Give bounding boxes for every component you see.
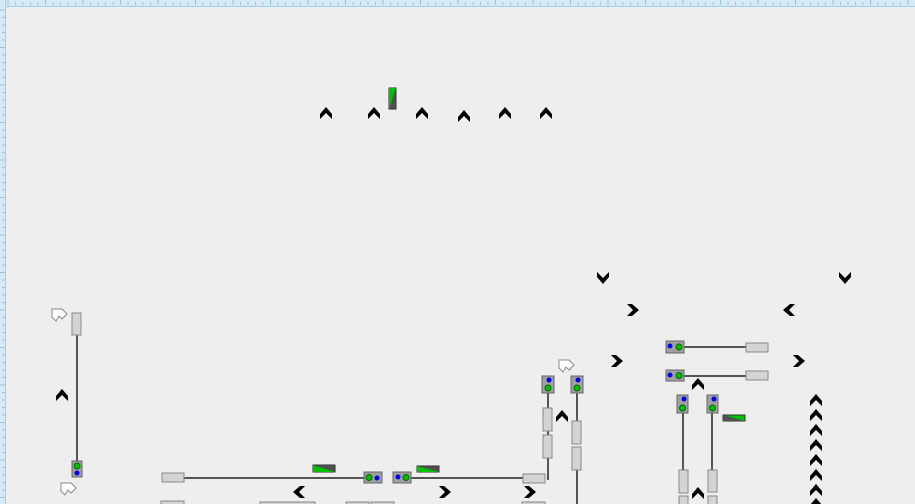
track-block[interactable] <box>707 469 718 493</box>
signal-icon[interactable] <box>570 375 584 394</box>
horizontal-ruler <box>0 0 915 7</box>
chevron-left-icon[interactable] <box>293 486 305 498</box>
track-block[interactable] <box>571 420 582 445</box>
track-block[interactable] <box>345 501 370 504</box>
signal-icon[interactable] <box>665 369 685 382</box>
chevron-right-icon[interactable] <box>439 486 451 498</box>
chevron-down-icon[interactable] <box>597 272 609 284</box>
chevron-right-icon[interactable] <box>793 355 805 367</box>
chevron-up-icon[interactable] <box>458 110 470 122</box>
chevron-up-icon[interactable] <box>692 487 704 499</box>
chevron-up-icon[interactable] <box>810 454 822 466</box>
chevron-up-icon[interactable] <box>320 107 332 119</box>
indicator-icon[interactable] <box>312 464 336 473</box>
signal-icon[interactable] <box>665 340 685 354</box>
chevron-up-icon[interactable] <box>556 410 568 422</box>
tracks <box>76 335 746 504</box>
direction-chevrons[interactable] <box>56 107 851 504</box>
track-block[interactable] <box>678 469 689 494</box>
chevron-up-icon[interactable] <box>810 439 822 451</box>
chevron-up-icon[interactable] <box>810 409 822 421</box>
chevron-up-icon[interactable] <box>692 378 704 390</box>
signal-icon[interactable] <box>541 375 555 394</box>
track-block[interactable] <box>259 501 316 504</box>
signals[interactable] <box>71 340 719 484</box>
chevron-up-icon[interactable] <box>416 107 428 119</box>
indicator-icon[interactable] <box>722 414 746 422</box>
signal-icon[interactable] <box>706 394 719 414</box>
chevron-right-icon[interactable] <box>524 486 536 498</box>
chevron-up-icon[interactable] <box>810 484 822 496</box>
chevron-up-icon[interactable] <box>810 394 822 406</box>
indicator-icon[interactable] <box>388 87 397 110</box>
track-block[interactable] <box>370 501 395 504</box>
track-blocks[interactable] <box>71 312 769 504</box>
route-arrow-icon[interactable] <box>51 308 68 322</box>
chevron-up-icon[interactable] <box>810 469 822 481</box>
chevron-up-icon[interactable] <box>810 498 822 504</box>
chevron-up-icon[interactable] <box>540 107 552 119</box>
track-block[interactable] <box>542 407 553 432</box>
signal-icon[interactable] <box>676 394 689 414</box>
route-arrow-icon[interactable] <box>60 482 77 496</box>
track-block[interactable] <box>745 370 769 381</box>
track-block[interactable] <box>745 342 769 353</box>
signal-icon[interactable] <box>363 471 383 484</box>
chevron-down-icon[interactable] <box>839 272 851 284</box>
track-block[interactable] <box>521 501 546 504</box>
track-block[interactable] <box>571 446 582 471</box>
vertical-ruler <box>0 0 6 504</box>
track-block[interactable] <box>542 434 553 459</box>
signal-icon[interactable] <box>392 471 412 484</box>
track-block[interactable] <box>522 473 546 484</box>
route-arrow-icon[interactable] <box>558 359 575 373</box>
track-block[interactable] <box>160 500 185 504</box>
chevron-up-icon[interactable] <box>810 424 822 436</box>
chevron-up-icon[interactable] <box>499 107 511 119</box>
indicators[interactable] <box>312 87 746 473</box>
chevron-left-icon[interactable] <box>783 304 795 316</box>
signal-icon[interactable] <box>71 460 83 478</box>
track-block[interactable] <box>71 312 82 336</box>
indicator-icon[interactable] <box>416 465 440 473</box>
track-block[interactable] <box>678 495 689 504</box>
chevron-up-icon[interactable] <box>56 389 68 401</box>
track-block[interactable] <box>707 495 718 504</box>
chevron-right-icon[interactable] <box>627 304 639 316</box>
chevron-right-icon[interactable] <box>611 355 623 367</box>
chevron-up-icon[interactable] <box>368 107 380 119</box>
track-block[interactable] <box>161 472 185 483</box>
